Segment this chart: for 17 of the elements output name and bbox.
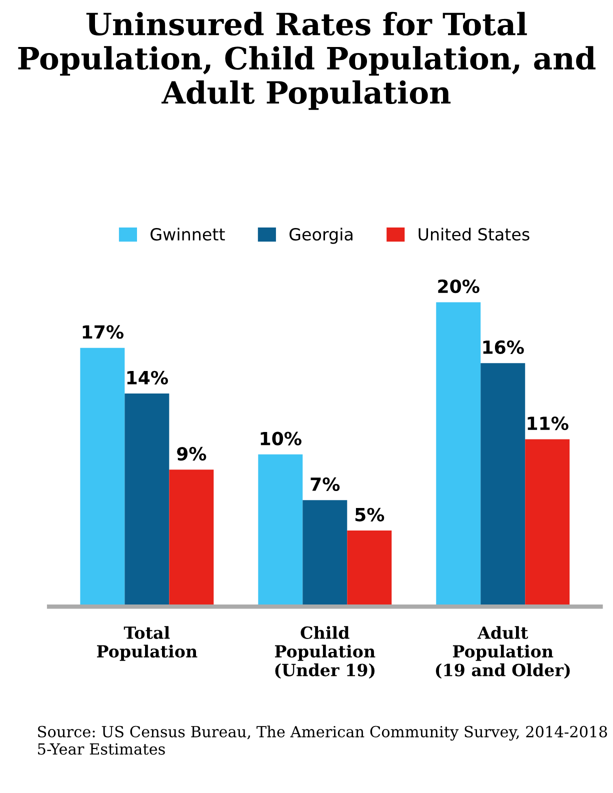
legend-label: Georgia <box>290 228 352 244</box>
chart-title: Uninsured Rates for Total Population, Child Population, and Adult Population <box>18 12 596 110</box>
data-label: 11% <box>528 416 568 430</box>
data-label: 9% <box>177 446 206 461</box>
x-tick-label: Total Population <box>97 626 198 661</box>
x-tick-label: Adult Population (19 and Older) <box>436 626 570 679</box>
data-label: 16% <box>483 340 524 354</box>
data-label: 10% <box>260 432 302 446</box>
x-tick-label: Child Population (Under 19) <box>274 626 376 679</box>
data-label: 17% <box>82 325 124 339</box>
legend-label: Gwinnett <box>150 228 225 241</box>
source-note: Source: US Census Bureau, The American Community Survey, 2014-2018 5-Year Estimates <box>38 726 607 755</box>
data-label: 14% <box>127 370 168 384</box>
data-label: 20% <box>438 279 480 294</box>
data-label: 5% <box>355 508 384 522</box>
data-label: 7% <box>310 477 340 492</box>
legend-label: United States <box>418 228 530 241</box>
